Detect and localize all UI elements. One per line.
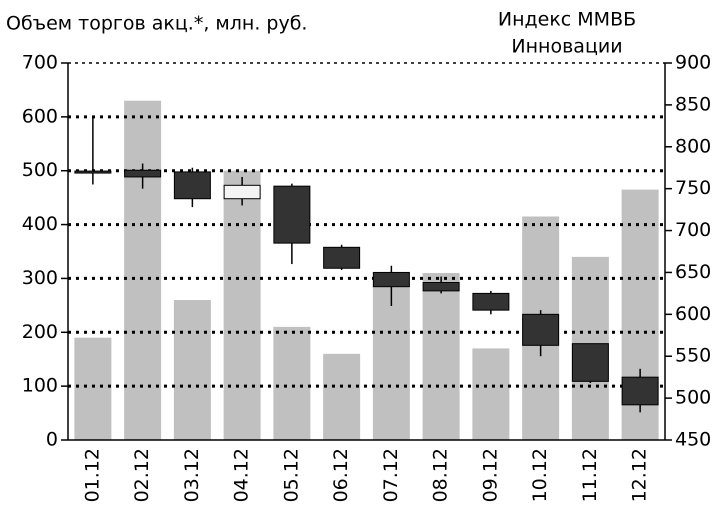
y2-axis-label: Инновации — [511, 36, 622, 58]
bar — [173, 299, 211, 440]
candle-body — [472, 292, 510, 311]
y2-tick-label: 550 — [675, 345, 711, 367]
x-tick-label: 04.12 — [231, 448, 253, 502]
y2-tick-label: 750 — [675, 177, 711, 199]
bar — [124, 100, 162, 440]
y-tick-label: 400 — [22, 213, 58, 235]
x-tick-label: 08.12 — [430, 448, 452, 502]
y2-tick-label: 700 — [675, 219, 711, 241]
candle-body — [223, 184, 261, 200]
bar — [323, 353, 361, 440]
candle-body — [173, 171, 211, 200]
candle-body — [273, 185, 311, 244]
bar — [273, 326, 311, 440]
y2-tick-label: 500 — [675, 387, 711, 409]
x-tick-label: 12.12 — [629, 448, 651, 502]
x-tick-label: 09.12 — [479, 448, 501, 502]
y-tick-label: 200 — [22, 321, 58, 343]
bar — [472, 348, 510, 440]
y2-tick-label: 650 — [675, 261, 711, 283]
y2-tick-label: 450 — [675, 429, 711, 451]
y-tick-label: 100 — [22, 375, 58, 397]
x-tick-label: 11.12 — [579, 448, 601, 502]
y2-tick-label: 600 — [675, 303, 711, 325]
y-tick-label: 600 — [22, 105, 58, 127]
y2-tick-label: 850 — [675, 93, 711, 115]
x-tick-label: 07.12 — [380, 448, 402, 502]
y2-axis-label: Индекс ММВБ — [498, 9, 636, 31]
y2-tick-label: 900 — [675, 52, 711, 74]
y-tick-label: 500 — [22, 159, 58, 181]
y2-tick-label: 800 — [675, 135, 711, 157]
candle-body — [621, 376, 659, 406]
candle-body — [522, 313, 560, 346]
x-tick-label: 05.12 — [280, 448, 302, 502]
x-tick-label: 02.12 — [131, 448, 153, 502]
x-tick-label: 03.12 — [181, 448, 203, 502]
y-axis-label: Объем торгов акц.*, млн. руб. — [6, 13, 307, 35]
y-tick-label: 0 — [46, 429, 58, 451]
candle-body — [571, 343, 609, 382]
bar — [74, 337, 112, 440]
x-tick-label: 10.12 — [529, 448, 551, 502]
bar — [372, 283, 410, 440]
candle-body — [74, 170, 112, 174]
candle-body — [422, 281, 460, 292]
y-tick-label: 300 — [22, 267, 58, 289]
y-tick-label: 700 — [22, 52, 58, 74]
x-tick-label: 01.12 — [81, 448, 103, 502]
x-tick-label: 06.12 — [330, 448, 352, 502]
bar — [422, 273, 460, 440]
bar — [223, 170, 261, 440]
candle-body — [372, 271, 410, 288]
candle-body — [323, 246, 361, 269]
candle-body — [124, 169, 162, 178]
